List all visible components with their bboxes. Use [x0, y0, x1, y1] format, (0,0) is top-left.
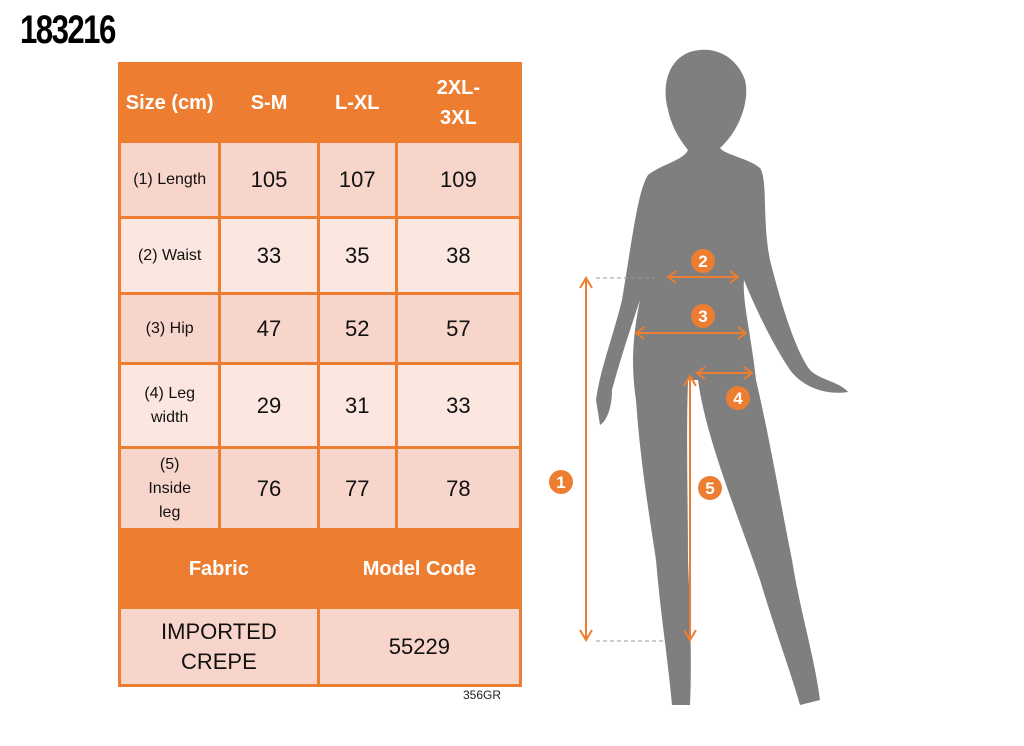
marker-3-label: 3 — [698, 307, 707, 326]
header-cell: 2XL-3XL — [394, 62, 523, 143]
header-cell: S-M — [218, 62, 320, 143]
header-cell: Size (cm) — [117, 62, 222, 143]
table-row: (3) Hip 47 52 57 — [117, 292, 523, 365]
model-code-value: 55229 — [316, 606, 523, 687]
fabric-header: Fabric — [118, 528, 320, 609]
row-label: (3) Hip — [117, 292, 222, 365]
cell: 38 — [394, 216, 523, 295]
cell: 77 — [316, 446, 398, 531]
cell: 31 — [316, 362, 398, 449]
cell: 109 — [394, 140, 523, 219]
measurement-lines — [579, 270, 754, 642]
row-label: (5) Inside leg — [117, 446, 222, 531]
marker-5 — [698, 476, 722, 500]
cell: 29 — [218, 362, 320, 449]
marker-1 — [549, 470, 573, 494]
cell: 35 — [316, 216, 398, 295]
cell: 52 — [316, 292, 398, 365]
table-row: (2) Waist 33 35 38 — [117, 216, 523, 295]
header-row: Size (cm) S-M L-XL 2XL-3XL — [117, 62, 523, 143]
table-row: (4) Leg width 29 31 33 — [117, 362, 523, 449]
cell: 78 — [394, 446, 523, 531]
cell: 57 — [394, 292, 523, 365]
model-code-header: Model Code — [316, 528, 523, 609]
guide-lines — [596, 277, 665, 642]
marker-4 — [726, 386, 750, 410]
marker-4-label: 4 — [733, 389, 743, 408]
model-reference: 356GR — [463, 688, 502, 702]
marker-2-label: 2 — [698, 252, 707, 271]
marker-5-label: 5 — [705, 479, 714, 498]
cell: 107 — [316, 140, 398, 219]
size-chart-table: Size (cm) S-M L-XL 2XL-3XL (1) Length 105… — [117, 62, 523, 687]
row-label: (2) Waist — [117, 216, 222, 295]
fabric-row: IMPORTED CREPE 55229 — [118, 606, 523, 687]
product-code: 183216 — [20, 8, 116, 52]
silhouette — [596, 49, 848, 706]
cell: 47 — [218, 292, 320, 365]
marker-1-label: 1 — [556, 473, 565, 492]
fabric-header-row: Fabric Model Code — [118, 528, 523, 609]
row-label: (1) Length — [117, 140, 222, 219]
table-row: (1) Length 105 107 109 — [117, 140, 523, 219]
cell: 33 — [394, 362, 523, 449]
cell: 33 — [218, 216, 320, 295]
cell: 76 — [218, 446, 320, 531]
marker-3 — [691, 304, 715, 328]
header-cell: L-XL — [316, 62, 398, 143]
marker-2 — [691, 249, 715, 273]
row-label: (4) Leg width — [117, 362, 222, 449]
table-row: (5) Inside leg 76 77 78 — [117, 446, 523, 531]
cell: 105 — [218, 140, 320, 219]
fabric-value: IMPORTED CREPE — [118, 606, 320, 687]
